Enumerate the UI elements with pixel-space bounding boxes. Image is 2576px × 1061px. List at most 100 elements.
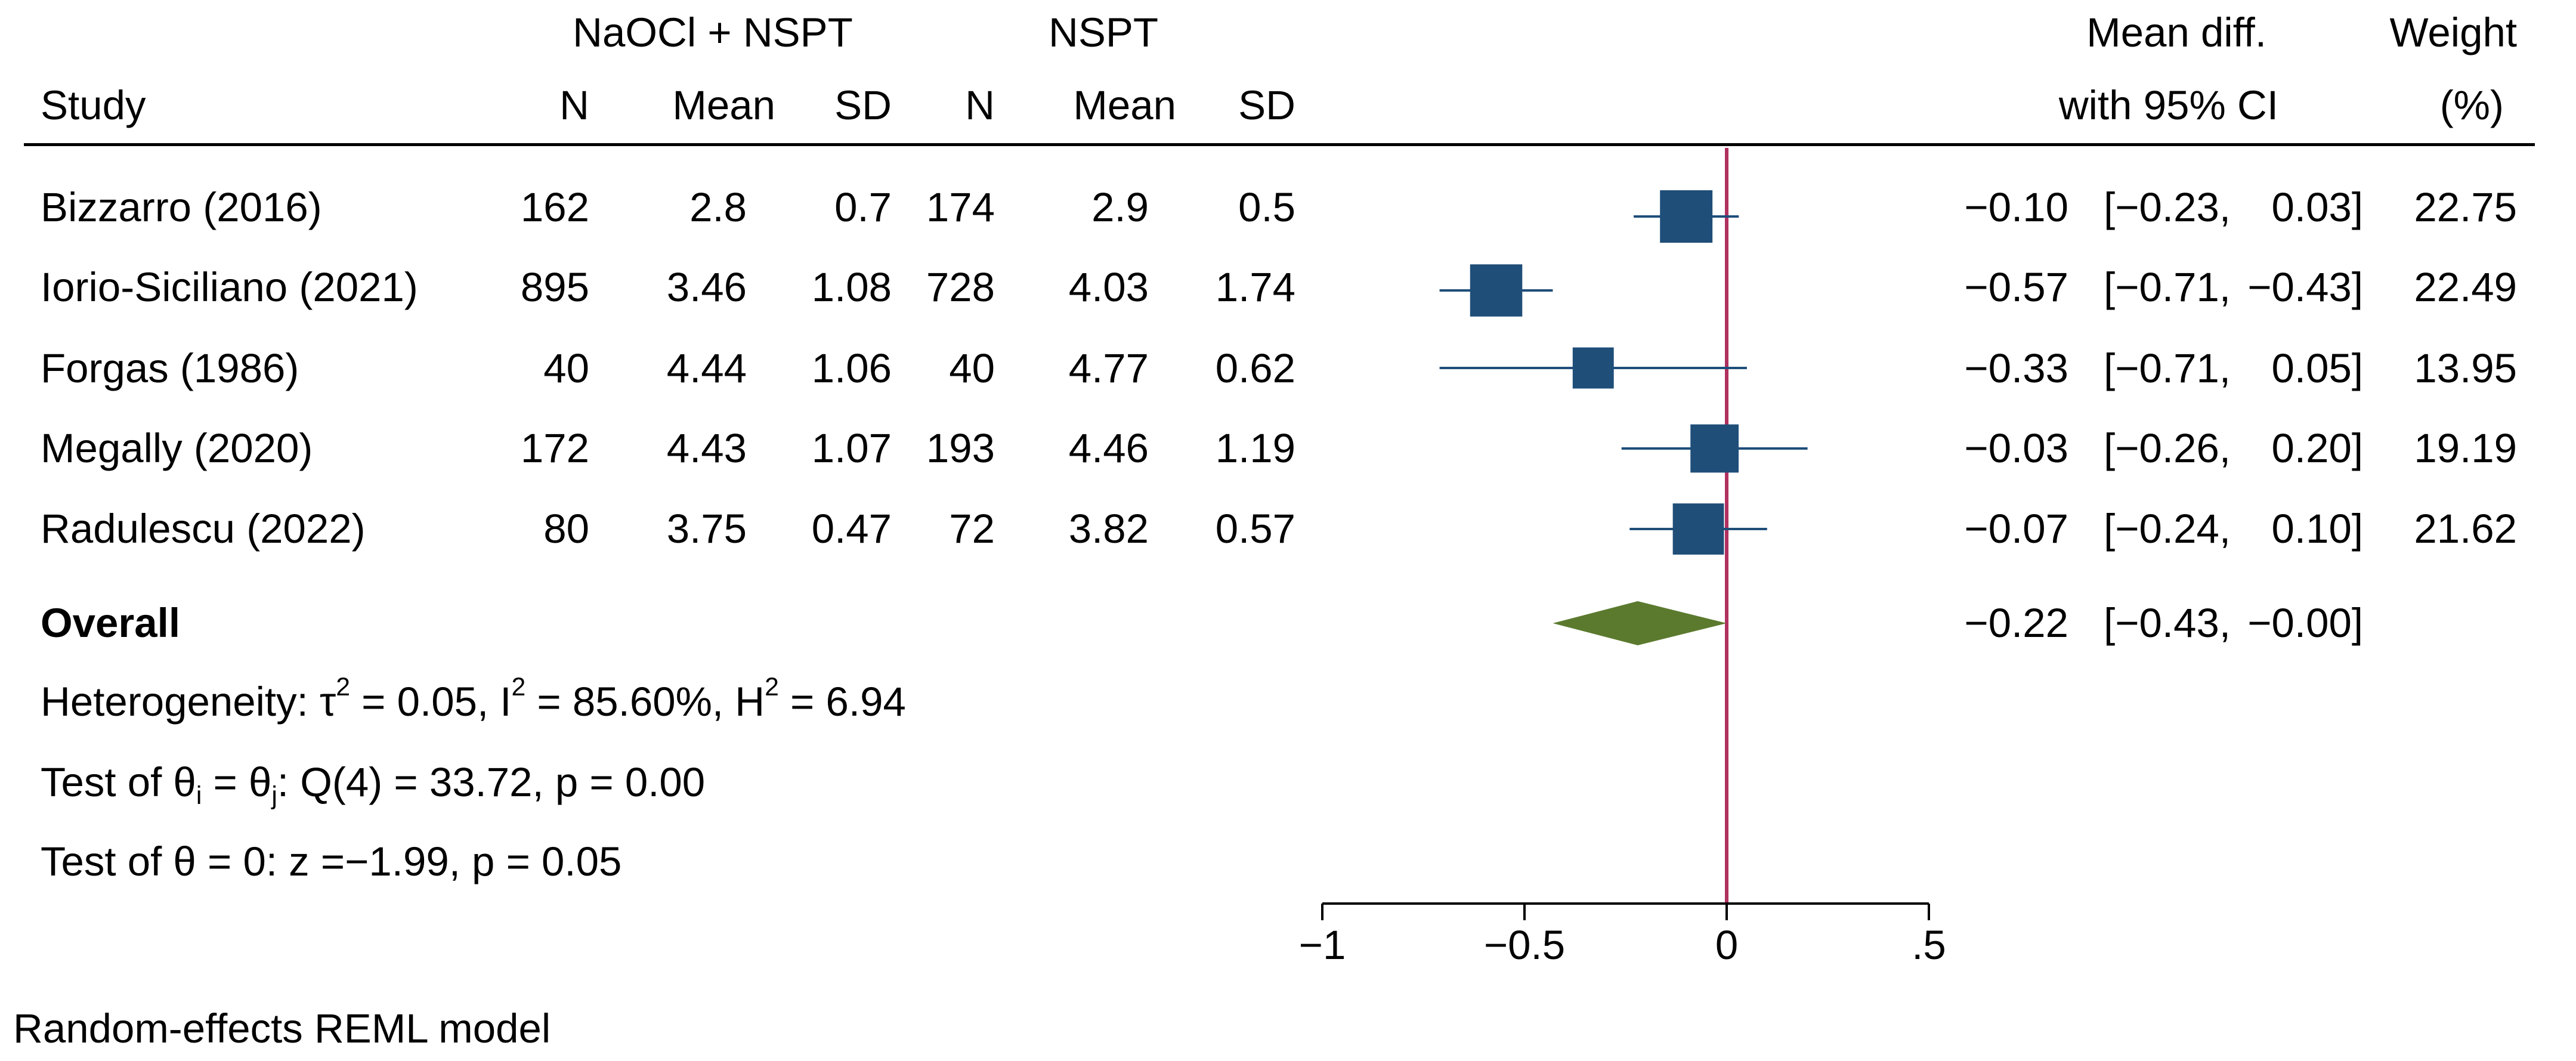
weight-value: 22.75 [2414, 184, 2517, 230]
mean1-value: 2.8 [689, 184, 747, 230]
n2-value: 40 [949, 345, 995, 391]
sd1-value: 0.7 [834, 184, 892, 230]
tau-symbol: τ [319, 679, 336, 725]
ci-low-value: [−0.23, [2104, 184, 2231, 230]
n2-value: 728 [926, 264, 995, 310]
study-name: Bizzarro (2016) [41, 184, 322, 230]
ci-high-value: 0.05] [2271, 345, 2363, 391]
q-sub-j: j [271, 781, 277, 810]
effect-header-line2: with 95% CI [2058, 82, 2278, 128]
weight-value: 22.49 [2414, 264, 2517, 310]
mean-diff-value: −0.33 [1964, 345, 2068, 391]
study-name: Forgas (1986) [41, 345, 299, 391]
model-note: Random-effects REML model [13, 1006, 551, 1051]
mean1-value: 4.43 [666, 425, 747, 471]
n2-column-header: N [965, 82, 995, 128]
n2-value: 174 [926, 184, 995, 230]
effect-box [1572, 347, 1614, 389]
q-mid: = θ [202, 759, 272, 805]
sd1-value: 1.06 [811, 345, 892, 391]
header-rule [24, 143, 2535, 146]
effect-box [1660, 190, 1713, 243]
z-test-stats: Test of θ = 0: z =−1.99, p = 0.05 [41, 839, 622, 884]
n2-value: 193 [926, 425, 995, 471]
mean2-value: 4.77 [1068, 345, 1149, 391]
mean2-value: 3.82 [1068, 506, 1149, 552]
weight-header-line1: Weight [2389, 10, 2517, 55]
ci-high-value: 0.03] [2271, 184, 2363, 230]
sd1-column-header: SD [834, 82, 892, 128]
study-name: Iorio-Siciliano (2021) [41, 264, 418, 310]
i-value: = 85.60%, H [525, 679, 765, 725]
ci-low-value: [−0.71, [2104, 264, 2231, 310]
effect-box [1672, 503, 1724, 555]
sd1-value: 0.47 [811, 506, 892, 552]
mean-diff-value: −0.10 [1964, 184, 2068, 230]
sd2-column-header: SD [1238, 82, 1295, 128]
ci-high-value: 0.10] [2271, 506, 2363, 552]
study-name: Radulescu (2022) [41, 506, 366, 552]
het-prefix: Heterogeneity: [41, 679, 320, 725]
q-prefix: Test of θ [41, 759, 196, 805]
mean1-value: 4.44 [666, 345, 747, 391]
overall-label: Overall [41, 600, 180, 646]
n1-value: 40 [543, 345, 589, 391]
study-column-header: Study [41, 82, 146, 128]
effect-header-line1: Mean diff. [2086, 10, 2266, 55]
tau-superscript: 2 [336, 672, 351, 701]
ci-low-value: [−0.26, [2104, 425, 2231, 471]
mean2-value: 4.46 [1068, 425, 1149, 471]
weight-value: 13.95 [2414, 345, 2517, 391]
overall-md: −0.22 [1964, 600, 2068, 646]
mean2-value: 4.03 [1068, 264, 1149, 310]
x-axis-tick-label: −1 [1299, 922, 1346, 968]
sd2-value: 1.19 [1215, 425, 1295, 471]
sd2-value: 0.62 [1215, 345, 1295, 391]
n1-value: 895 [520, 264, 589, 310]
sd2-value: 1.74 [1215, 264, 1295, 310]
tau-value: = 0.05, I [350, 679, 512, 725]
overall-diamond [1553, 601, 1727, 645]
i-superscript: 2 [511, 672, 526, 701]
effect-box [1470, 264, 1523, 317]
study-name: Megally (2020) [41, 425, 313, 471]
x-axis-tick-label: .5 [1912, 922, 1946, 968]
mean1-value: 3.46 [666, 264, 747, 310]
group1-header: NaOCl + NSPT [573, 10, 853, 55]
mean2-value: 2.9 [1091, 184, 1149, 230]
sd1-value: 1.07 [811, 425, 892, 471]
heterogeneity-stats: Heterogeneity: τ2 = 0.05, I2 = 85.60%, H… [41, 674, 906, 725]
n1-value: 172 [520, 425, 589, 471]
h-value: = 6.94 [778, 679, 906, 725]
group2-header: NSPT [1048, 10, 1159, 55]
overall-ci-low: [−0.43, [2104, 600, 2231, 646]
q-value: : Q(4) = 33.72, p = 0.00 [277, 759, 706, 805]
ci-high-value: −0.43] [2247, 264, 2363, 310]
q-sub-i: i [196, 781, 202, 810]
mean-diff-value: −0.07 [1964, 506, 2068, 552]
ci-low-value: [−0.71, [2104, 345, 2231, 391]
ci-high-value: 0.20] [2271, 425, 2363, 471]
mean-diff-value: −0.03 [1964, 425, 2068, 471]
weight-header-line2: (%) [2439, 82, 2504, 128]
mean1-column-header: Mean [672, 82, 775, 128]
overall-ci-high: −0.00] [2247, 600, 2363, 646]
q-test-stats: Test of θi = θj: Q(4) = 33.72, p = 0.00 [41, 759, 706, 808]
n1-value: 80 [543, 506, 589, 552]
h-superscript: 2 [765, 672, 779, 701]
mean1-value: 3.75 [666, 506, 747, 552]
sd1-value: 1.08 [811, 264, 892, 310]
effect-box [1690, 424, 1739, 473]
n1-column-header: N [559, 82, 589, 128]
n1-value: 162 [520, 184, 589, 230]
n2-value: 72 [949, 506, 995, 552]
weight-value: 21.62 [2414, 506, 2517, 552]
x-axis-tick-label: −0.5 [1484, 922, 1565, 968]
ci-low-value: [−0.24, [2104, 506, 2231, 552]
x-axis-tick-label: 0 [1715, 922, 1738, 968]
mean-diff-value: −0.57 [1964, 264, 2068, 310]
sd2-value: 0.57 [1215, 506, 1295, 552]
weight-value: 19.19 [2414, 425, 2517, 471]
sd2-value: 0.5 [1238, 184, 1295, 230]
